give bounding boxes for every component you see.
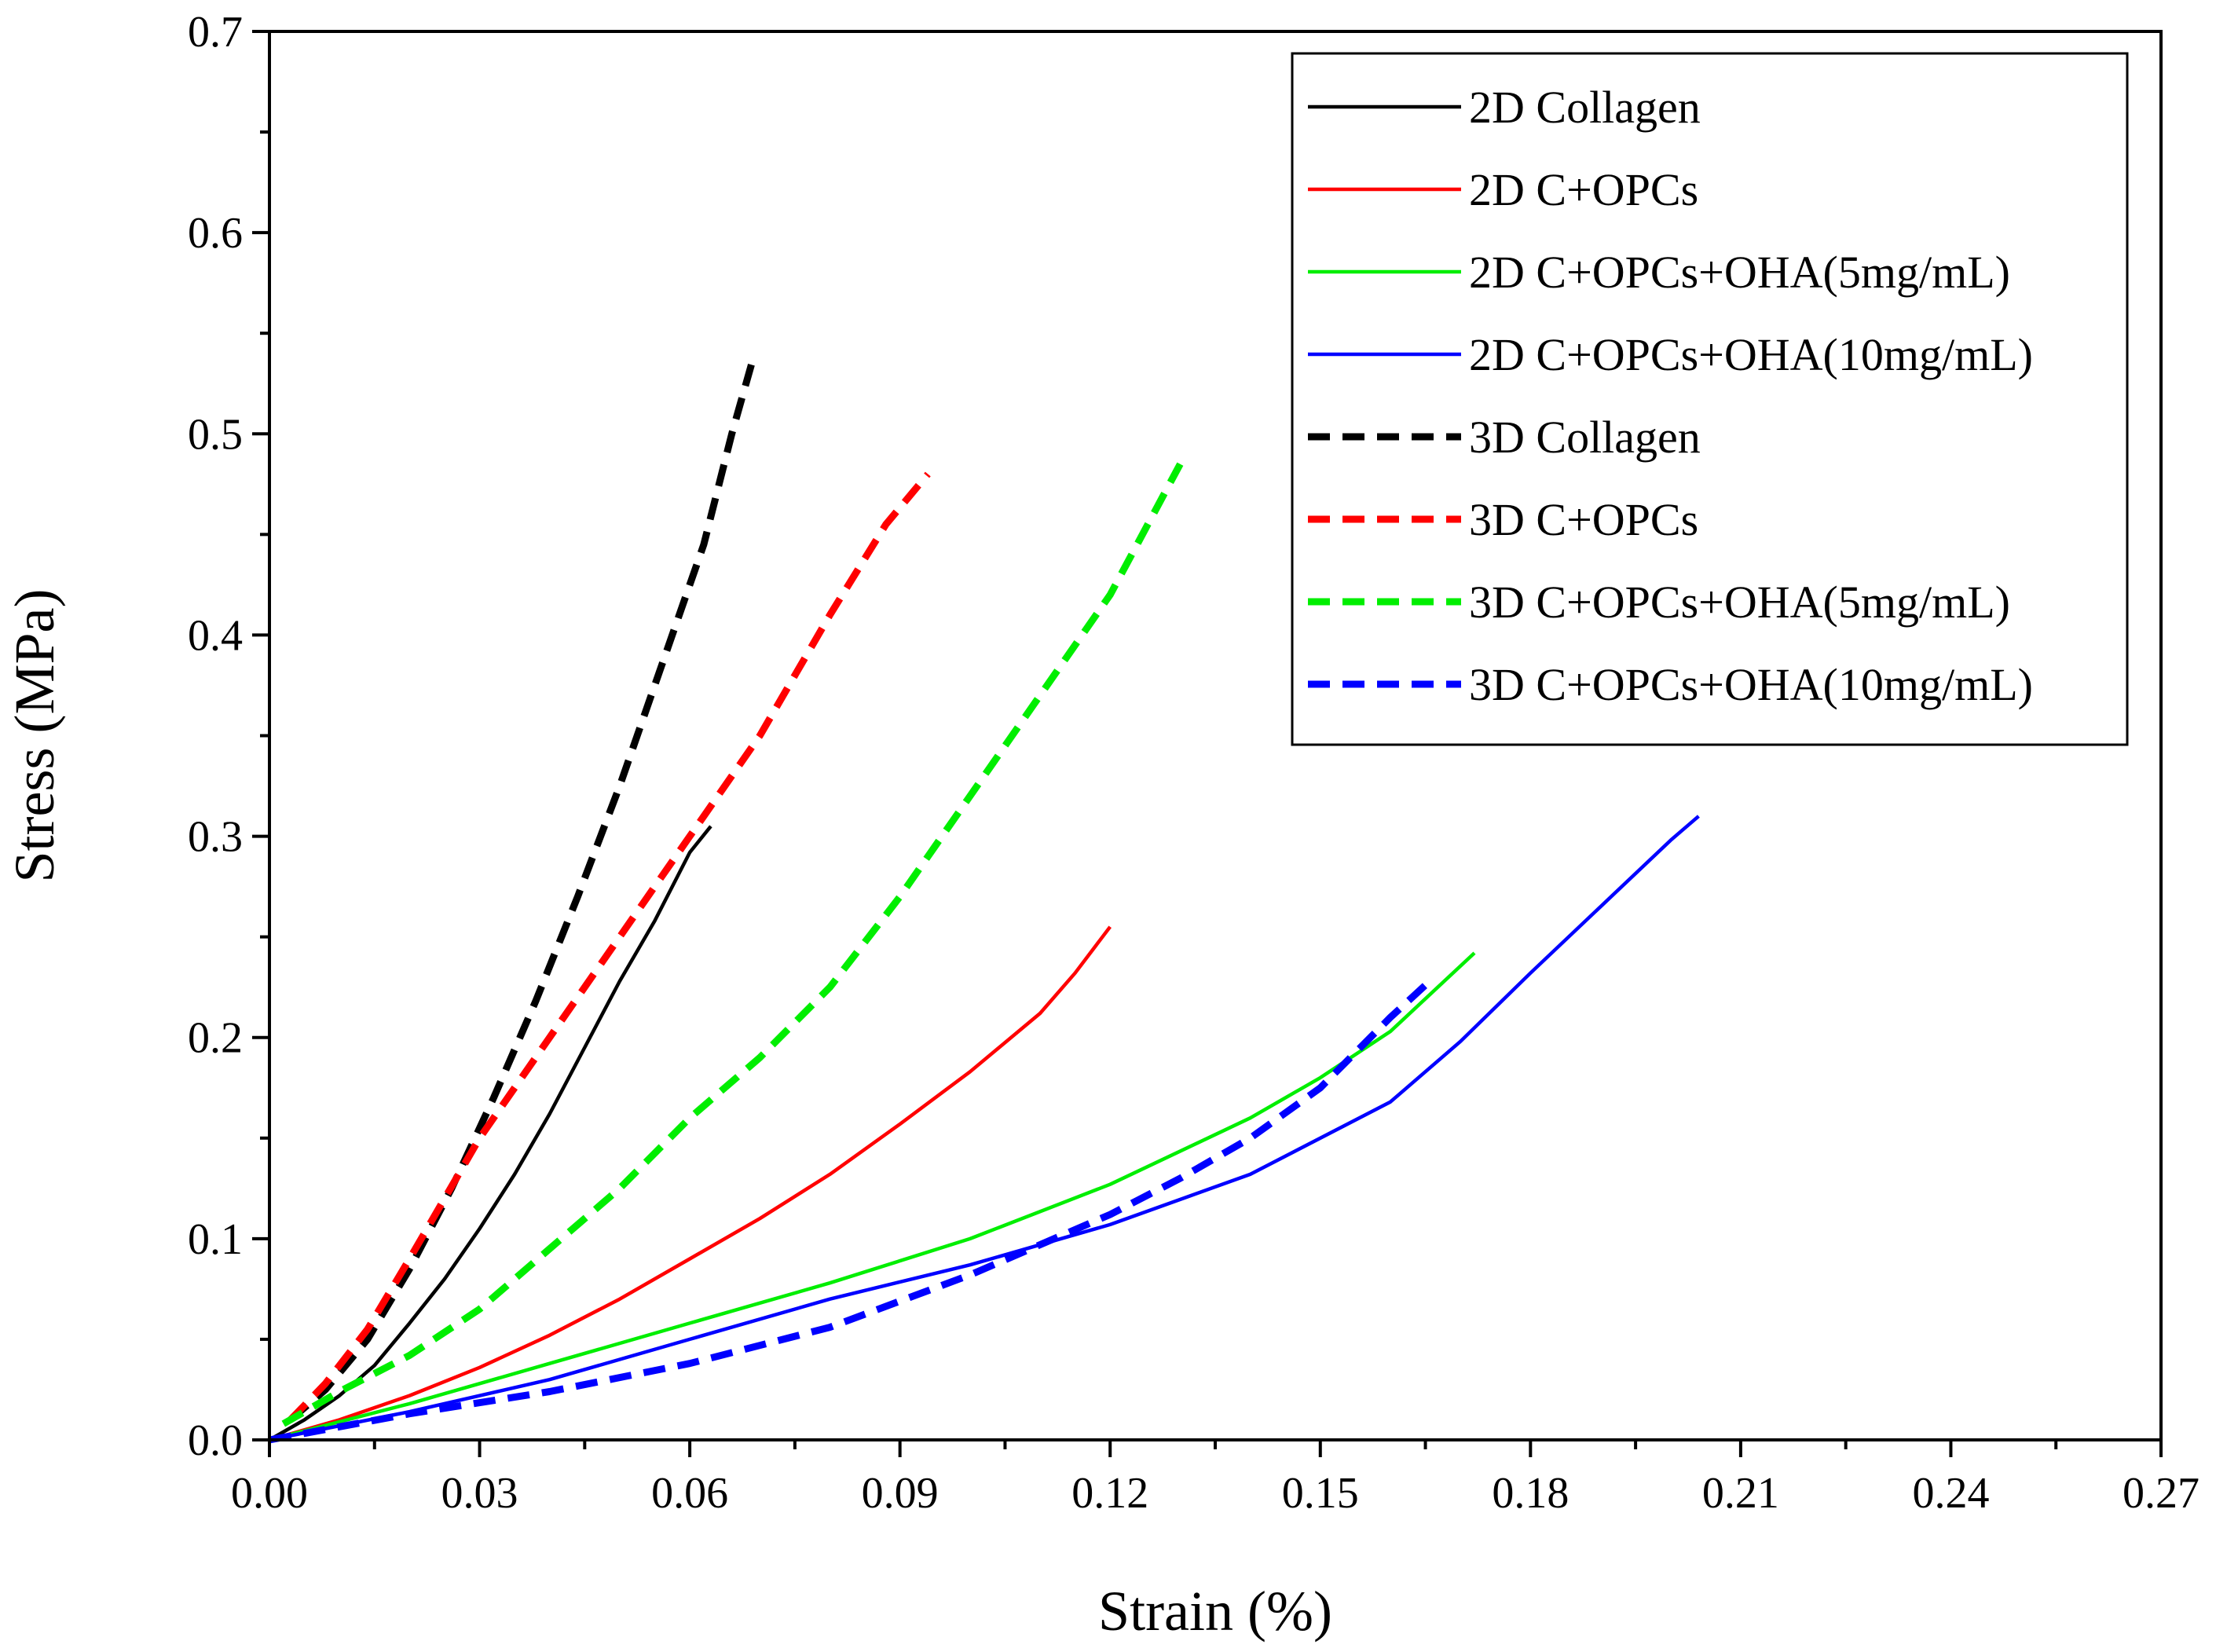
legend-label-8: 3D C+OPCs+OHA(10mg/mL)	[1469, 659, 2033, 710]
y-axis-title: Stress (MPa)	[3, 589, 66, 883]
x-tick-label: 0.03	[441, 1469, 518, 1518]
x-tick-label: 0.18	[1492, 1469, 1569, 1518]
legend-label-7: 3D C+OPCs+OHA(5mg/mL)	[1469, 577, 2010, 628]
legend-label-6: 3D C+OPCs	[1469, 494, 1698, 545]
x-tick-label: 0.21	[1702, 1469, 1779, 1518]
legend-label-1: 2D Collagen	[1469, 82, 1701, 133]
x-tick-label: 0.27	[2123, 1469, 2200, 1518]
y-tick-label: 0.7	[188, 8, 243, 57]
legend: 2D Collagen 2D C+OPCs 2D C+OPCs+OHA(5mg/mL…	[1291, 52, 2129, 746]
series-layer	[268, 358, 1700, 1444]
series-line-8	[269, 982, 1428, 1444]
y-tick-label: 0.4	[188, 611, 243, 660]
series-line-2	[269, 925, 1112, 1442]
x-tick-label: 0.06	[651, 1469, 728, 1518]
y-tick-label: 0.5	[188, 410, 243, 459]
legend-box	[1291, 52, 2129, 746]
x-tick-label: 0.00	[231, 1469, 308, 1518]
series-line-4	[269, 815, 1700, 1442]
legend-label-3: 2D C+OPCs+OHA(5mg/mL)	[1469, 247, 2010, 298]
series-line-6	[288, 471, 931, 1423]
x-tick-label: 0.12	[1071, 1469, 1148, 1518]
y-tick-label: 0.6	[188, 209, 243, 258]
y-tick-label: 0.3	[188, 813, 243, 862]
y-tick-label: 0.0	[188, 1416, 243, 1465]
series-line-5	[288, 358, 756, 1423]
y-tick-label: 0.2	[188, 1014, 243, 1063]
x-tick-label: 0.24	[1912, 1469, 1989, 1518]
x-tick-label: 0.15	[1282, 1469, 1359, 1518]
x-tick-label: 0.09	[862, 1469, 939, 1518]
legend-label-5: 3D Collagen	[1469, 412, 1701, 463]
series-line-7	[281, 462, 1184, 1427]
y-tick-label: 0.1	[188, 1215, 243, 1264]
legend-label-2: 2D C+OPCs	[1469, 164, 1698, 215]
legend-label-4: 2D C+OPCs+OHA(10mg/mL)	[1469, 329, 2033, 380]
axes-layer: 0.00 0.03 0.06 0.09 0.12 0.15 0.18 0.21 0.24 0.27…	[188, 8, 2200, 1518]
x-axis-title: Strain (%)	[1098, 1580, 1332, 1643]
